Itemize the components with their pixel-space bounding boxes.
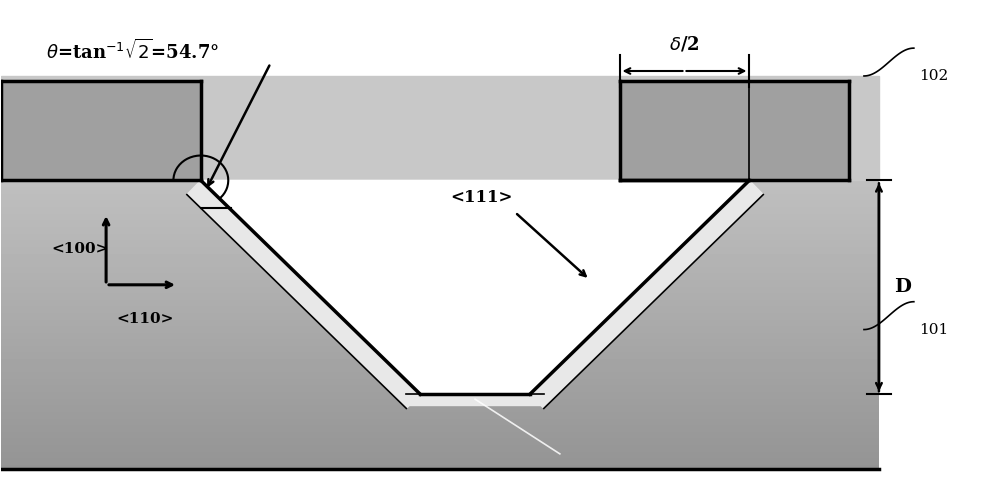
Text: 102: 102 <box>919 69 948 83</box>
Text: <111>: <111> <box>450 190 513 206</box>
Text: 101: 101 <box>919 322 948 336</box>
Text: D: D <box>894 278 911 296</box>
Polygon shape <box>406 394 544 405</box>
Polygon shape <box>1 76 879 180</box>
Text: <110>: <110> <box>116 312 173 326</box>
Text: $\theta$=tan$^{-1}\sqrt{2}$=54.7°: $\theta$=tan$^{-1}\sqrt{2}$=54.7° <box>46 39 219 63</box>
Text: <100>: <100> <box>51 242 109 256</box>
Bar <box>620 81 849 180</box>
Text: $\delta$/2: $\delta$/2 <box>669 34 700 53</box>
Polygon shape <box>201 180 749 394</box>
Bar <box>1 81 201 180</box>
Polygon shape <box>187 180 420 408</box>
Polygon shape <box>530 180 763 408</box>
